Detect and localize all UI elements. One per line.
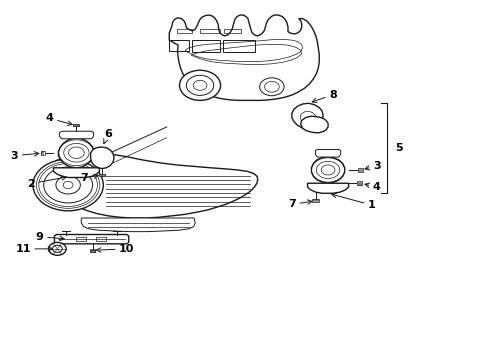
Text: 4: 4 bbox=[365, 182, 381, 192]
Circle shape bbox=[49, 242, 66, 255]
Polygon shape bbox=[53, 168, 99, 177]
Text: 9: 9 bbox=[36, 232, 64, 242]
Polygon shape bbox=[59, 131, 94, 139]
Text: 6: 6 bbox=[104, 129, 112, 144]
Text: 1: 1 bbox=[332, 193, 376, 210]
Text: 5: 5 bbox=[395, 143, 403, 153]
Polygon shape bbox=[316, 149, 341, 157]
Polygon shape bbox=[54, 234, 129, 244]
Polygon shape bbox=[91, 147, 114, 168]
Polygon shape bbox=[357, 181, 362, 185]
Text: 3: 3 bbox=[365, 161, 381, 171]
Polygon shape bbox=[58, 138, 95, 168]
Polygon shape bbox=[292, 103, 323, 129]
Text: 10: 10 bbox=[97, 244, 134, 254]
Polygon shape bbox=[308, 183, 348, 193]
Circle shape bbox=[33, 159, 103, 211]
Text: 11: 11 bbox=[15, 244, 52, 254]
Polygon shape bbox=[169, 15, 319, 100]
Text: 7: 7 bbox=[288, 199, 312, 210]
Polygon shape bbox=[358, 168, 363, 172]
Polygon shape bbox=[313, 199, 319, 202]
Text: 4: 4 bbox=[46, 113, 72, 125]
Polygon shape bbox=[301, 116, 328, 133]
Text: 2: 2 bbox=[27, 176, 66, 189]
Text: 3: 3 bbox=[11, 150, 39, 161]
Circle shape bbox=[179, 70, 220, 100]
Polygon shape bbox=[81, 218, 195, 231]
Polygon shape bbox=[312, 157, 344, 183]
Polygon shape bbox=[90, 249, 96, 252]
Polygon shape bbox=[47, 153, 258, 218]
Text: 7: 7 bbox=[80, 173, 98, 183]
Polygon shape bbox=[99, 174, 105, 176]
Text: 8: 8 bbox=[312, 90, 337, 103]
Circle shape bbox=[260, 78, 284, 96]
Polygon shape bbox=[41, 150, 45, 155]
Polygon shape bbox=[73, 124, 79, 126]
